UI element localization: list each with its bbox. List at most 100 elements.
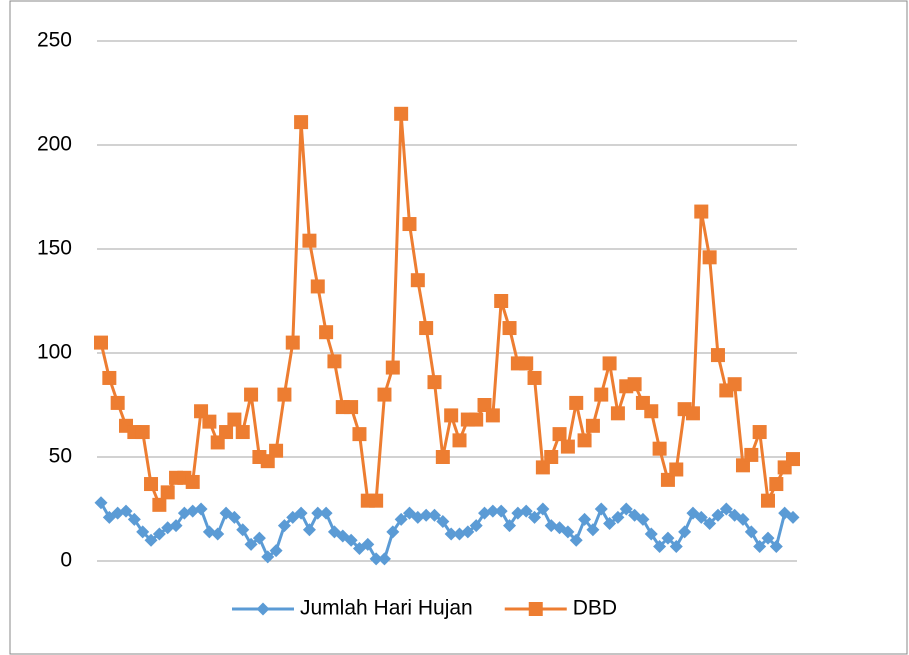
data-point	[444, 527, 458, 541]
data-point	[394, 106, 409, 121]
data-point	[119, 504, 133, 518]
data-point	[611, 510, 625, 524]
data-point	[494, 504, 508, 518]
data-point	[577, 433, 592, 448]
y-tick-label: 50	[49, 445, 72, 468]
data-point	[469, 412, 484, 427]
data-point	[227, 510, 241, 524]
data-point	[527, 370, 542, 385]
data-point	[603, 517, 617, 531]
data-point	[310, 279, 325, 294]
data-point	[736, 512, 750, 526]
data-point	[561, 525, 575, 539]
data-point	[386, 525, 400, 539]
data-point	[427, 508, 441, 522]
data-point	[711, 508, 725, 522]
legend-label: DBD	[573, 597, 617, 620]
data-point	[727, 377, 742, 392]
data-point	[678, 525, 692, 539]
data-point	[110, 395, 125, 410]
data-point	[569, 533, 583, 547]
data-point	[377, 387, 392, 402]
legend-marker	[256, 602, 270, 616]
data-point	[694, 510, 708, 524]
data-point	[261, 550, 275, 564]
data-point	[528, 510, 542, 524]
data-point	[377, 552, 391, 566]
data-point	[402, 217, 417, 232]
data-point	[569, 395, 584, 410]
data-point	[277, 387, 292, 402]
data-point	[94, 496, 108, 510]
data-point	[219, 425, 234, 440]
data-point	[703, 517, 717, 531]
data-point	[244, 537, 258, 551]
data-point	[552, 427, 567, 442]
data-point	[653, 539, 667, 553]
data-point	[652, 441, 667, 456]
data-point	[503, 519, 517, 533]
data-point	[744, 525, 758, 539]
data-point	[752, 425, 767, 440]
data-point	[361, 537, 375, 551]
data-point	[644, 404, 659, 419]
data-point	[786, 510, 800, 524]
data-point	[519, 504, 533, 518]
legend-marker	[528, 602, 543, 616]
data-point	[294, 115, 309, 130]
data-point	[719, 502, 733, 516]
data-point	[669, 462, 684, 477]
data-point	[277, 519, 291, 533]
data-point	[252, 531, 266, 545]
data-point	[285, 335, 300, 350]
data-point	[294, 506, 308, 520]
data-point	[169, 519, 183, 533]
data-point	[144, 477, 159, 492]
data-point	[319, 325, 334, 340]
data-point	[619, 502, 633, 516]
data-point	[194, 502, 208, 516]
y-tick-label: 250	[37, 29, 72, 52]
data-point	[661, 531, 675, 545]
chart-border	[9, 0, 908, 655]
data-point	[369, 493, 384, 508]
data-point	[669, 539, 683, 553]
data-point	[502, 321, 517, 336]
data-point	[127, 512, 141, 526]
data-point	[152, 497, 167, 512]
data-point	[702, 250, 717, 265]
data-point	[427, 375, 442, 390]
data-point	[236, 523, 250, 537]
data-point	[710, 348, 725, 363]
data-point	[685, 406, 700, 421]
data-point	[136, 525, 150, 539]
data-point	[385, 360, 400, 375]
data-point	[585, 418, 600, 433]
data-point	[444, 408, 459, 423]
y-tick-label: 0	[60, 549, 72, 572]
data-point	[452, 433, 467, 448]
data-point	[302, 523, 316, 537]
data-point	[235, 425, 250, 440]
data-point	[319, 506, 333, 520]
data-point	[519, 356, 534, 371]
data-point	[769, 539, 783, 553]
data-point	[486, 504, 500, 518]
data-point	[536, 502, 550, 516]
data-point	[152, 527, 166, 541]
data-point	[94, 335, 108, 350]
data-point	[744, 447, 759, 462]
data-point	[753, 539, 767, 553]
data-point	[769, 477, 784, 492]
data-point	[185, 474, 200, 489]
data-point	[244, 387, 259, 402]
y-tick-label: 200	[37, 133, 72, 156]
data-point	[694, 204, 709, 219]
data-point	[419, 508, 433, 522]
data-point	[594, 387, 609, 402]
data-point	[761, 531, 775, 545]
data-point	[394, 512, 408, 526]
data-point	[436, 514, 450, 528]
legend-label: Jumlah Hari Hujan	[300, 597, 473, 620]
